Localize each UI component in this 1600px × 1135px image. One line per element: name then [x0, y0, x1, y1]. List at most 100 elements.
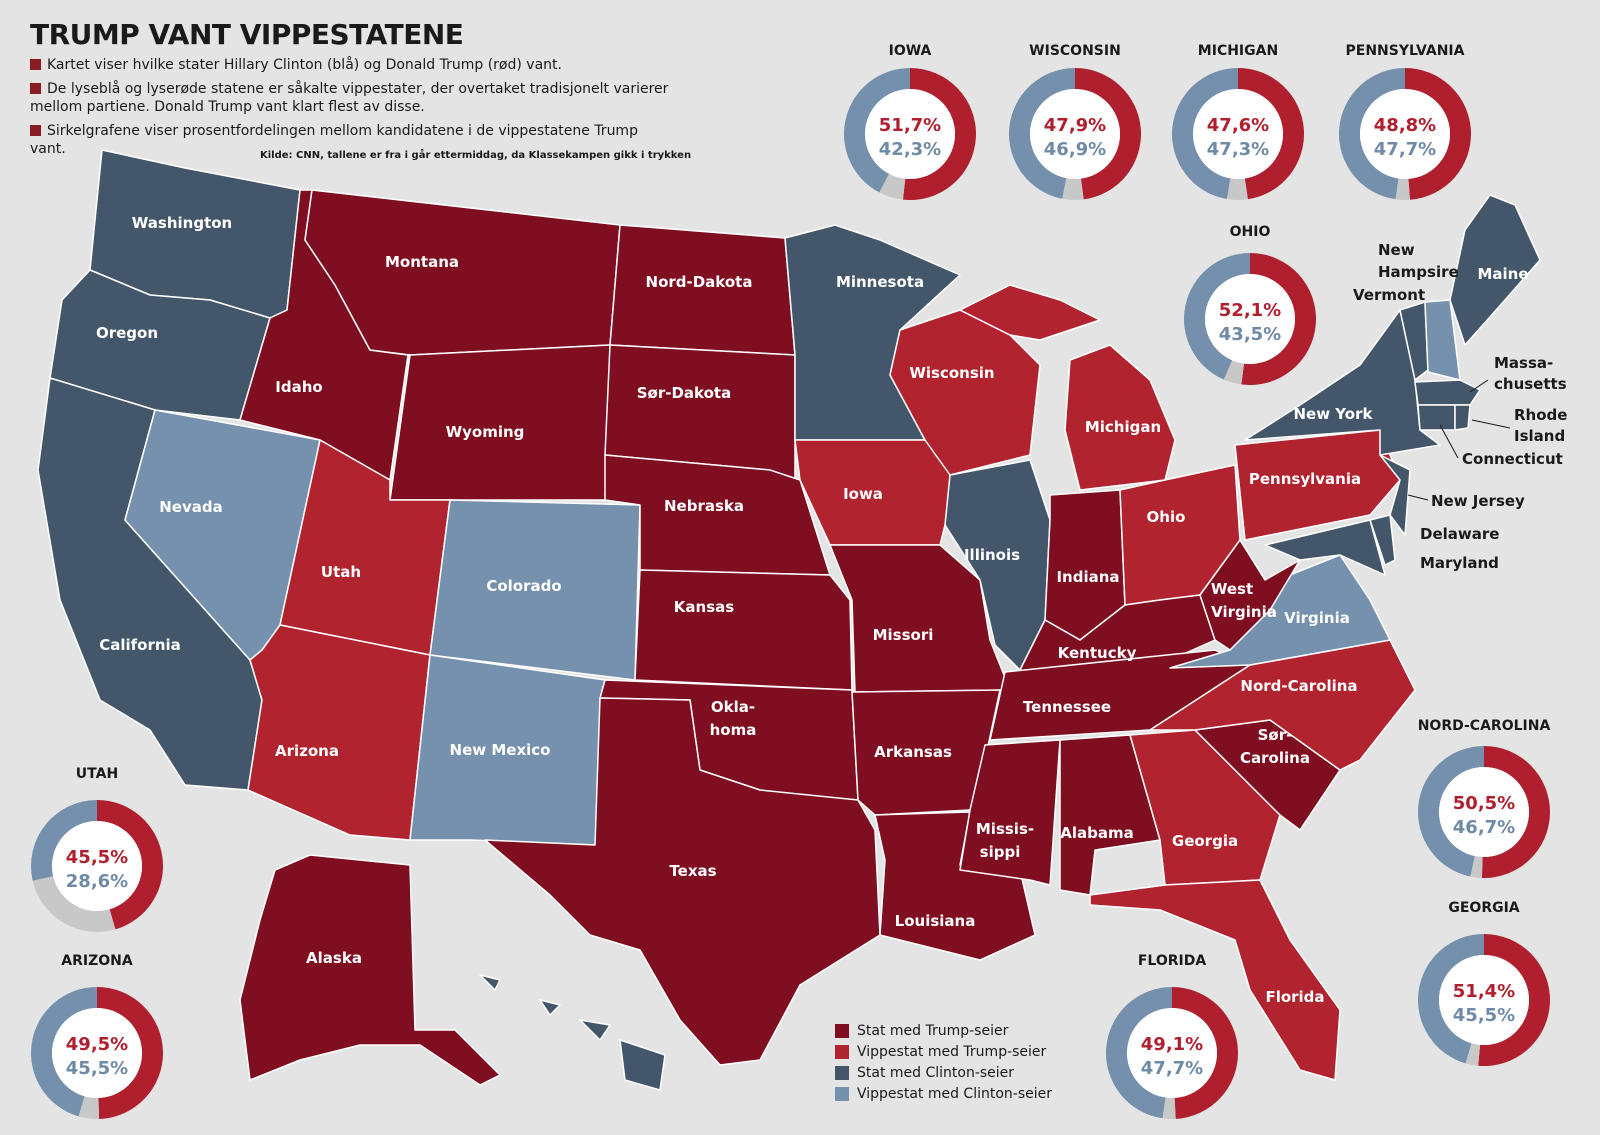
donut-segment-clinton [1105, 987, 1172, 1119]
label-connecticut: Connecticut [1462, 450, 1563, 468]
state-alaska [239, 854, 501, 1086]
label-michigan: Michigan [1085, 418, 1161, 436]
label-oregon: Oregon [96, 324, 158, 342]
note-3-text: Sirkelgrafene viser prosentfordelingen m… [30, 123, 638, 157]
donut-title: FLORIDA [1138, 953, 1206, 969]
donut-title: IOWA [889, 43, 932, 59]
label-washington: Washington [132, 214, 232, 232]
donut-segment-other [1162, 1097, 1176, 1119]
donut-arizona: 49,5% 45,5% ARIZONA [30, 953, 163, 1119]
donut-segment-clinton [1418, 934, 1484, 1064]
label-colorado: Colorado [486, 577, 561, 595]
label-louisiana: Louisiana [895, 912, 976, 930]
label-missori: Missori [873, 626, 934, 644]
label-oklahoma-2: homa [710, 721, 757, 739]
donut-hole [52, 821, 142, 911]
donut-clinton-label: 47,3% [1207, 139, 1269, 160]
state-rhode-island [1454, 404, 1471, 431]
label-delaware: Delaware [1420, 525, 1499, 543]
state-connecticut [1417, 404, 1456, 431]
legend-label: Vippestat med Trump-seier [857, 1043, 1047, 1060]
label-idaho: Idaho [275, 378, 322, 396]
donut-hole [865, 89, 955, 179]
donut-title: WISCONSIN [1029, 43, 1121, 59]
state-arizona [247, 624, 431, 841]
donut-pennsylvania: 48,8% 47,7% PENNSYLVANIA [1338, 43, 1472, 201]
donut-trump-label: 51,4% [1453, 981, 1515, 1002]
donut-trump-label: 45,5% [66, 847, 128, 868]
donut-trump-label: 47,6% [1207, 115, 1269, 136]
donut-segment-trump [97, 800, 164, 930]
donut-title: ARIZONA [61, 953, 133, 969]
donut-segment-trump [1478, 934, 1550, 1066]
legend-label: Vippestat med Clinton-seier [857, 1085, 1053, 1102]
donut-title: GEORGIA [1448, 900, 1519, 916]
state-texas [484, 697, 881, 1066]
leader-rhode-island [1471, 419, 1511, 429]
bullet-square-icon [30, 59, 41, 70]
label-pennsylvania: Pennsylvania [1249, 470, 1361, 488]
bullet-square-icon [30, 83, 41, 94]
label-nebraska: Nebraska [664, 497, 744, 515]
label-california: California [99, 636, 181, 654]
label-illinois: Illinois [964, 546, 1020, 564]
state-michigan-up [959, 284, 1101, 341]
legend-swatch [835, 1086, 849, 1101]
donut-ohio: 52,1% 43,5% OHIO [1183, 224, 1316, 385]
source-note: Kilde: CNN, tallene er fra i går ettermi… [260, 150, 692, 161]
state-florida [1089, 879, 1341, 1081]
donut-segment-other [1223, 360, 1245, 385]
note-2-text: De lyseblå og lyserøde statene er såkalt… [30, 81, 669, 115]
donut-trump-label: 49,5% [66, 1034, 128, 1055]
donut-clinton-label: 28,6% [66, 871, 128, 892]
donut-hole [52, 1008, 142, 1098]
state-west-virginia [1199, 539, 1301, 651]
label-new-jersey: New Jersey [1431, 492, 1525, 510]
donut-trump-label: 47,9% [1044, 115, 1106, 136]
donut-hole [1439, 767, 1529, 857]
map-legend: Stat med Trump-seier Vippestat med Trump… [835, 1020, 1052, 1104]
donut-title: MICHIGAN [1198, 43, 1278, 59]
state-hawaii [479, 974, 666, 1091]
donut-segment-clinton [1008, 68, 1075, 199]
label-arkansas: Arkansas [874, 743, 952, 761]
donut-segment-trump [1238, 68, 1305, 200]
state-new-jersey [1379, 454, 1411, 536]
label-florida: Florida [1265, 988, 1324, 1006]
donut-segment-trump [902, 68, 976, 200]
donut-segment-other [1226, 178, 1248, 201]
donut-hole [1439, 955, 1529, 1045]
legend-swatch [835, 1044, 849, 1059]
donut-segment-other [1465, 1043, 1481, 1066]
donut-clinton-label: 45,5% [1453, 1005, 1515, 1026]
donut-segment-trump [1241, 253, 1316, 385]
donut-segment-clinton [1417, 746, 1484, 877]
state-maryland [1264, 519, 1386, 576]
label-new-mexico: New Mexico [450, 741, 551, 759]
donut-segment-clinton [1338, 68, 1405, 200]
donut-clinton-label: 46,9% [1044, 139, 1106, 160]
label-virginia: Virginia [1284, 609, 1350, 627]
donut-title: OHIO [1230, 224, 1271, 240]
donut-segment-other [1470, 856, 1483, 878]
note-3: Sirkelgrafene viser prosentfordelingen m… [30, 122, 670, 158]
label-texas: Texas [669, 862, 716, 880]
label-sor-dakota: Sør-Dakota [637, 384, 731, 402]
legend-item-swing-clinton: Vippestat med Clinton-seier [835, 1083, 1052, 1104]
label-new-hampshire-2: Hampsire [1378, 263, 1459, 281]
donut-clinton-label: 47,7% [1141, 1058, 1203, 1079]
label-massachusetts-2: chusetts [1494, 375, 1567, 393]
donut-trump-label: 52,1% [1219, 300, 1281, 321]
legend-item-trump: Stat med Trump-seier [835, 1020, 1052, 1041]
donut-segment-trump [97, 987, 163, 1119]
donut-utah: 45,5% 28,6% UTAH [30, 766, 164, 932]
donut-segment-clinton [1183, 253, 1250, 380]
donut-segment-trump [1172, 987, 1239, 1119]
donut-segment-clinton [1172, 68, 1238, 200]
donut-trump-label: 50,5% [1453, 793, 1515, 814]
label-massachusetts-1: Massa- [1494, 354, 1553, 372]
state-delaware [1369, 514, 1396, 566]
donut-segment-other [879, 173, 906, 200]
donut-hole [1193, 89, 1283, 179]
